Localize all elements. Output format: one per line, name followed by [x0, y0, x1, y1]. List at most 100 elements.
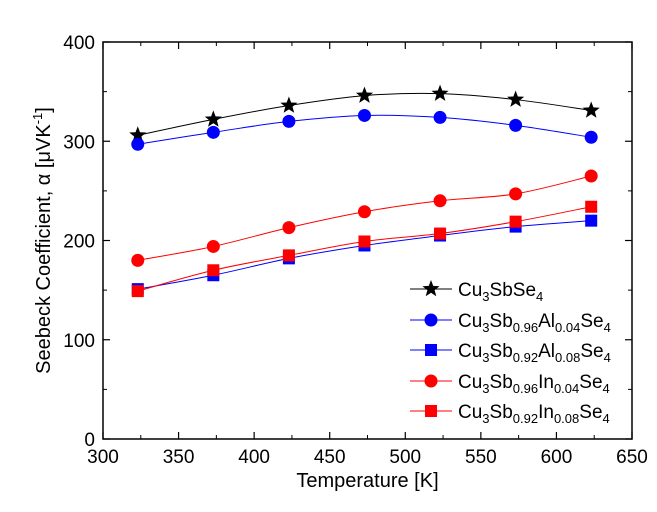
legend-label: Cu3Sb0.96Al0.04Se4	[458, 311, 611, 335]
x-tick-label: 300	[87, 447, 119, 468]
data-point	[207, 264, 220, 277]
y-axis-ticks: 0 100 200 300 400	[63, 33, 632, 451]
legend-text-part: In	[538, 402, 554, 423]
data-point	[355, 86, 374, 103]
y-title-alpha: α	[33, 174, 55, 186]
data-point	[357, 108, 371, 122]
x-tick-label: 450	[314, 447, 346, 468]
legend-marker	[424, 313, 438, 327]
legend-subscript: 4	[603, 411, 610, 426]
y-title-text: Seebeck Coefficient,	[33, 185, 55, 374]
data-point	[584, 130, 598, 144]
series-1	[129, 84, 600, 143]
data-point	[206, 125, 220, 139]
data-point	[433, 194, 447, 208]
legend-subscript: 0.04	[554, 381, 579, 396]
legend-subscript: 3	[482, 289, 489, 304]
data-point	[206, 239, 220, 253]
y-title-bracket-close: ]	[33, 107, 55, 113]
x-tick-label: 650	[616, 447, 648, 468]
data-point	[507, 90, 525, 107]
data-point	[431, 84, 449, 101]
x-axis-ticks: 300 350 400 450 500 550 600 650	[87, 42, 648, 468]
legend: Cu3SbSe4Cu3Sb0.96Al0.04Se4Cu3Sb0.92Al0.0…	[410, 280, 611, 426]
y-title-unit: VK	[33, 124, 55, 151]
legend-text-part: Sb	[490, 311, 513, 332]
legend-subscript: 0.96	[513, 381, 538, 396]
legend-subscript: 3	[482, 320, 489, 335]
legend-label: Cu3Sb0.96In0.04Se4	[458, 372, 610, 396]
data-point	[280, 96, 298, 113]
legend-text-part: Sb	[490, 402, 513, 423]
legend-text-part: Cu	[458, 402, 482, 423]
x-tick-label: 500	[389, 447, 421, 468]
legend-subscript: 0.96	[513, 320, 538, 335]
legend-text-part: Sb	[490, 372, 513, 393]
legend-entry: Cu3Sb0.96In0.04Se4	[410, 372, 610, 396]
x-axis-title: Temperature [K]	[296, 470, 438, 492]
legend-label: Cu3Sb0.92Al0.08Se4	[458, 341, 611, 365]
data-point	[509, 215, 522, 228]
legend-text-part: Al	[538, 341, 555, 362]
legend-marker	[425, 344, 437, 356]
legend-text-part: Cu	[458, 372, 482, 393]
data-point	[434, 227, 447, 240]
y-title-mu: μ	[33, 151, 55, 163]
legend-subscript: 0.08	[555, 350, 580, 365]
legend-subscript: 0.04	[555, 320, 580, 335]
legend-subscript: 4	[604, 350, 611, 365]
legend-subscript: 3	[482, 350, 489, 365]
x-tick-label: 400	[238, 447, 270, 468]
legend-text-part: Se	[579, 372, 602, 393]
data-point	[131, 253, 145, 267]
legend-subscript: 3	[482, 411, 489, 426]
y-tick-label: 0	[84, 430, 95, 451]
data-point	[131, 285, 144, 298]
legend-subscript: 0.92	[513, 350, 538, 365]
legend-subscript: 4	[604, 320, 611, 335]
x-tick-label: 350	[163, 447, 195, 468]
data-point	[582, 101, 600, 118]
legend-text-part: Cu	[458, 341, 482, 362]
legend-subscript: 0.92	[513, 411, 538, 426]
series-layer	[129, 84, 600, 298]
legend-text-part: Sb	[490, 341, 513, 362]
data-point	[204, 110, 222, 127]
y-tick-label: 200	[63, 232, 95, 253]
legend-text-part: SbSe	[490, 280, 536, 301]
data-point	[509, 187, 523, 201]
legend-text-part: Se	[579, 402, 602, 423]
y-tick-label: 100	[63, 331, 95, 352]
legend-label: Cu3Sb0.92In0.08Se4	[458, 402, 610, 426]
data-point	[433, 110, 447, 124]
legend-marker	[424, 374, 438, 388]
y-tick-label: 300	[63, 132, 95, 153]
data-point	[131, 137, 145, 151]
data-point	[282, 114, 296, 128]
series-2	[131, 108, 598, 151]
legend-subscript: 4	[536, 289, 543, 304]
x-tick-label: 550	[465, 447, 497, 468]
legend-marker	[425, 405, 437, 417]
data-point	[584, 169, 598, 183]
data-point	[585, 214, 598, 227]
legend-text-part: Se	[580, 341, 603, 362]
legend-text-part: Al	[538, 311, 555, 332]
data-point	[129, 126, 147, 143]
data-point	[509, 118, 523, 132]
data-point	[358, 235, 371, 248]
legend-subscript: 4	[603, 381, 610, 396]
legend-subscript: 0.08	[554, 411, 579, 426]
series-4	[131, 169, 598, 267]
legend-text-part: In	[538, 372, 554, 393]
legend-label: Cu3SbSe4	[458, 280, 543, 304]
x-tick-label: 600	[541, 447, 573, 468]
y-title-bracket-open: [	[33, 162, 55, 174]
legend-entry: Cu3Sb0.92Al0.08Se4	[410, 341, 611, 365]
y-title-exponent: -1	[30, 113, 45, 125]
legend-text-part: Cu	[458, 311, 482, 332]
data-point	[585, 200, 598, 213]
data-point	[357, 205, 371, 219]
legend-text-part: Se	[580, 311, 603, 332]
